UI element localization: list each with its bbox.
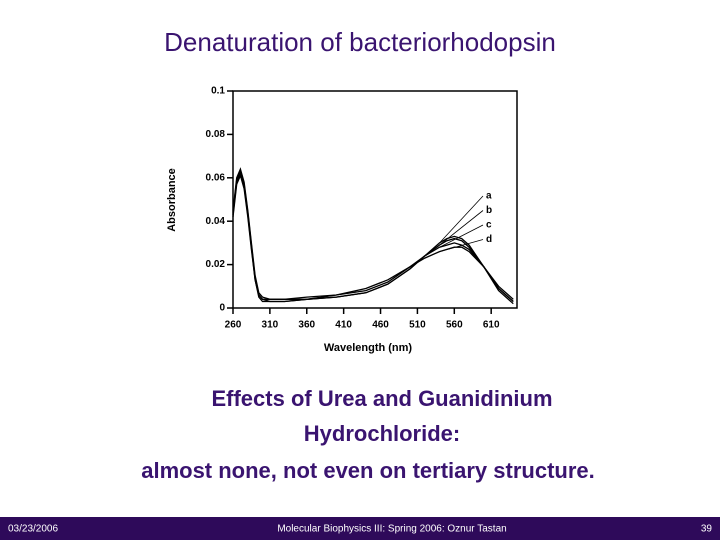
y-tick-label: 0.1 xyxy=(211,86,225,97)
y-tick-label: 0.08 xyxy=(206,129,226,140)
x-tick-label: 410 xyxy=(335,320,352,331)
x-tick-label: 360 xyxy=(298,320,315,331)
series-line xyxy=(232,169,514,305)
label-leader xyxy=(439,195,484,244)
y-tick-label: 0.06 xyxy=(206,172,226,183)
label-leader xyxy=(439,239,484,252)
x-tick-label: 460 xyxy=(372,320,389,331)
series-line xyxy=(232,173,514,303)
footer-page: 39 xyxy=(701,524,713,535)
label-leader xyxy=(439,224,484,248)
caption-line: Effects of Urea and Guanidinium xyxy=(211,386,552,411)
x-tick-label: 260 xyxy=(225,320,242,331)
series-label: b xyxy=(486,205,492,216)
y-tick-label: 0.02 xyxy=(206,259,226,270)
series-line xyxy=(232,171,514,302)
y-axis-title: Absorbance xyxy=(166,168,178,232)
footer-bar xyxy=(0,517,720,540)
y-tick-label: 0.04 xyxy=(206,216,226,227)
series-label: d xyxy=(486,234,492,245)
plot-frame xyxy=(232,90,518,309)
series-label: c xyxy=(486,220,492,231)
series-label: a xyxy=(486,191,492,202)
caption-line: Hydrochloride: xyxy=(304,421,460,446)
slide-title: Denaturation of bacteriorhodopsin xyxy=(164,27,556,57)
footer-text: Molecular Biophysics III: Spring 2006: O… xyxy=(277,524,506,535)
footer-date: 03/23/2006 xyxy=(8,524,58,535)
label-leader xyxy=(439,210,484,246)
x-tick-label: 310 xyxy=(262,320,279,331)
x-axis-title: Wavelength (nm) xyxy=(324,342,413,354)
series-line xyxy=(232,167,514,302)
x-tick-label: 610 xyxy=(483,320,500,331)
x-tick-label: 510 xyxy=(409,320,426,331)
x-tick-label: 560 xyxy=(446,320,463,331)
y-tick-label: 0 xyxy=(219,303,225,314)
caption-line: almost none, not even on tertiary struct… xyxy=(141,458,595,483)
